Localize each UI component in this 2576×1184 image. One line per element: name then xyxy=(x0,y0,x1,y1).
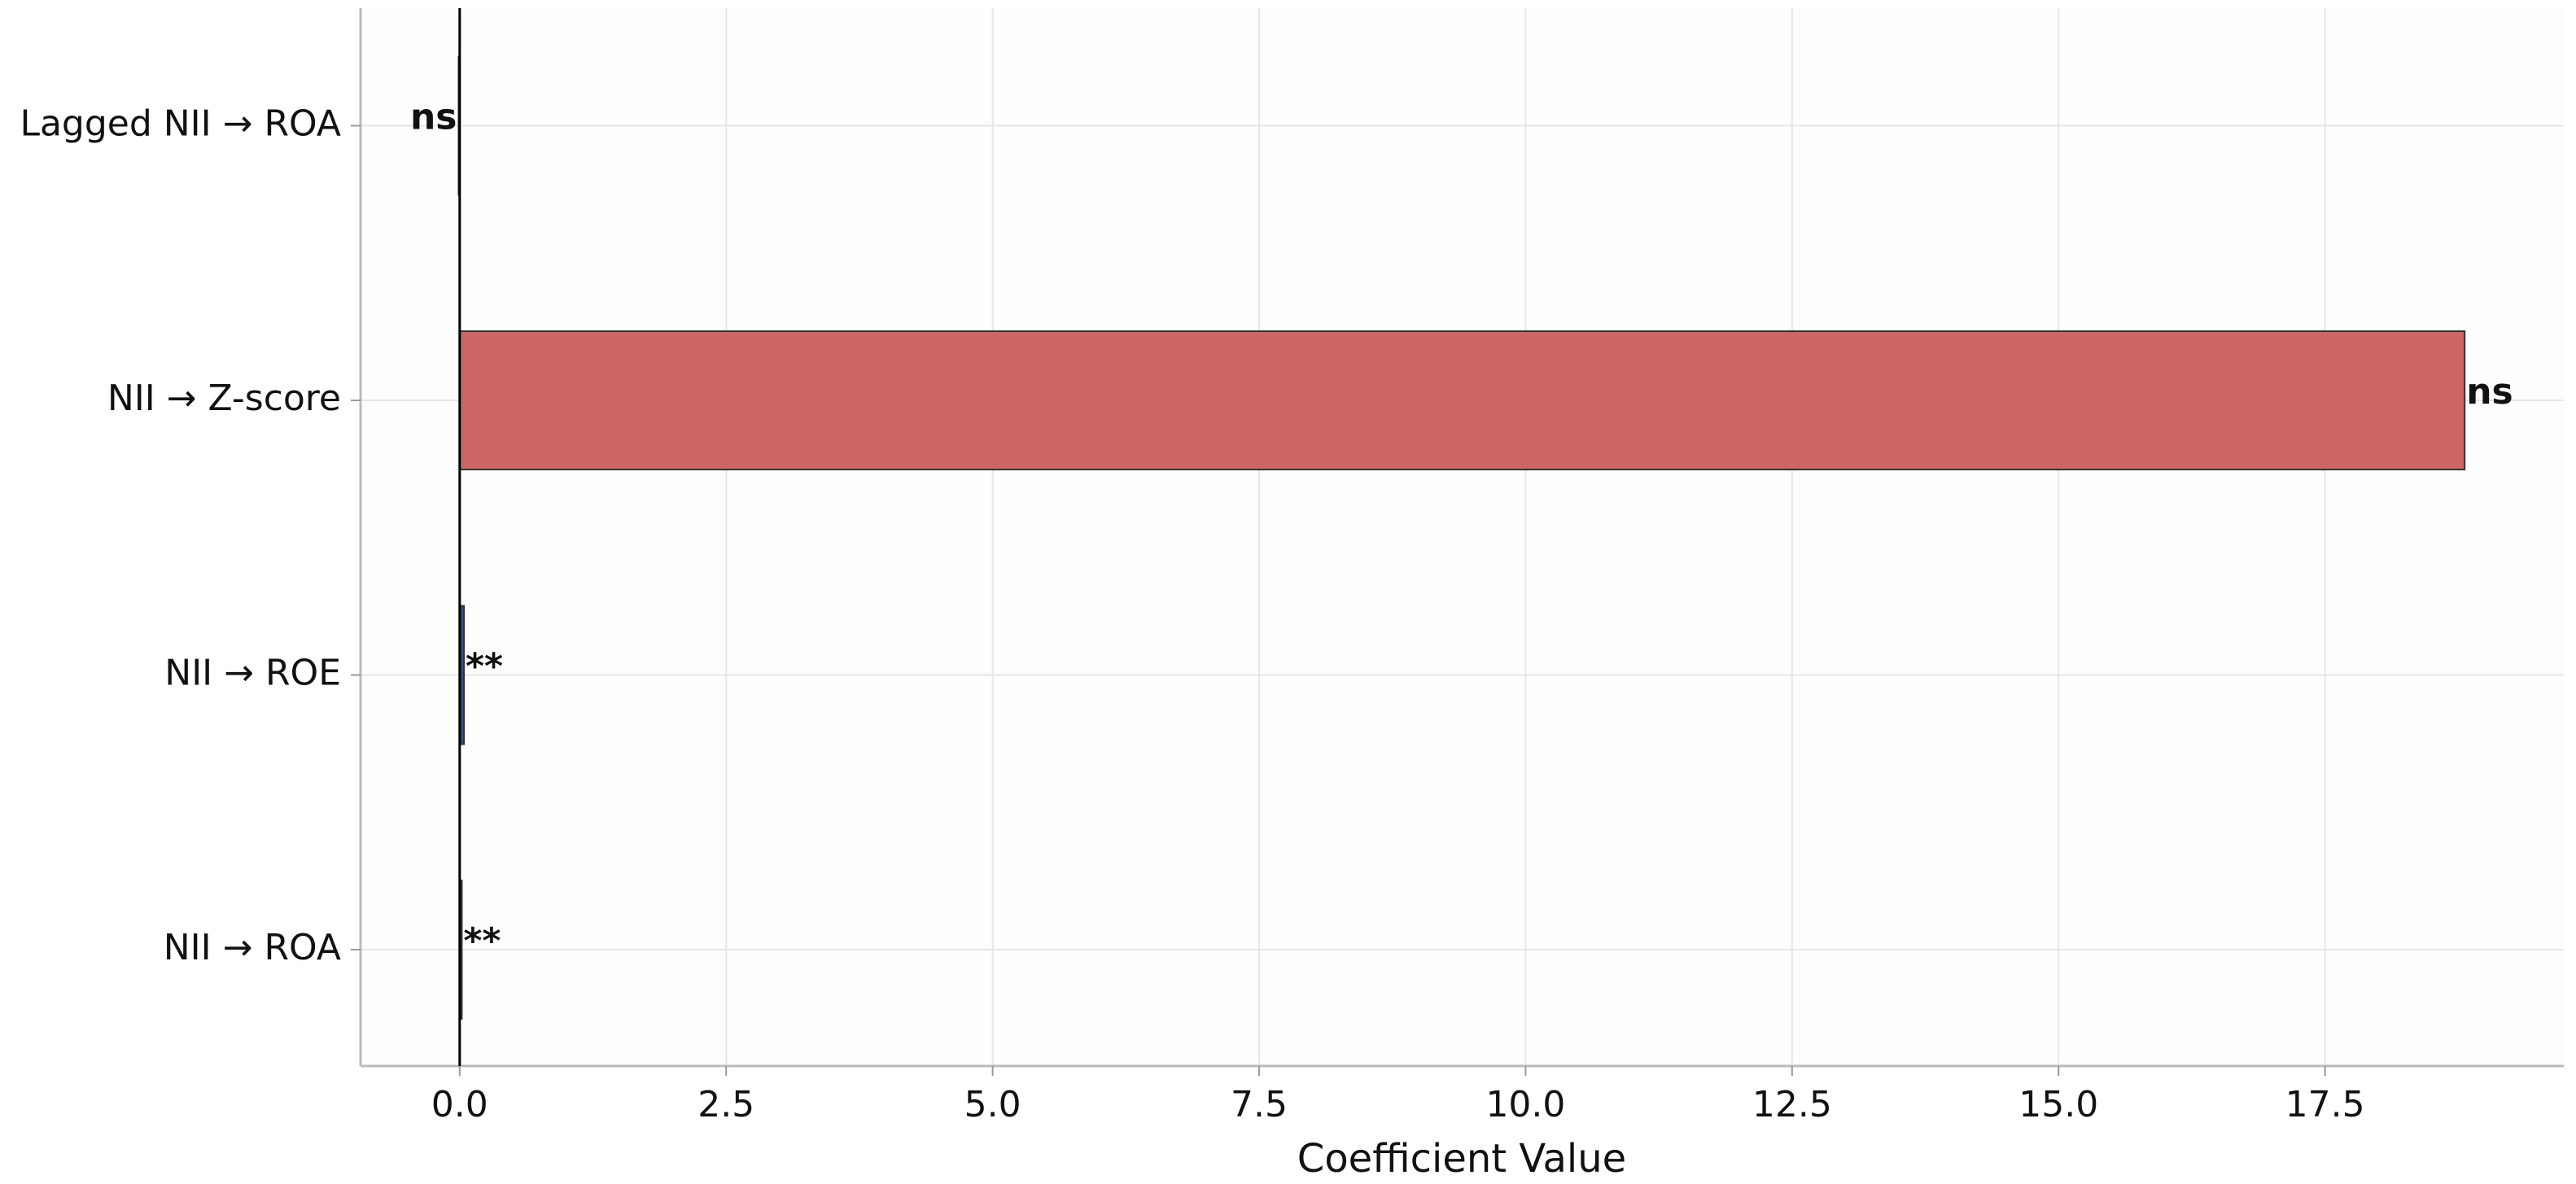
x-tick-label: 17.5 xyxy=(2285,1084,2365,1125)
x-tick-label: 10.0 xyxy=(1485,1084,1565,1125)
significance-label: ns xyxy=(2466,371,2513,413)
x-axis-label: Coefficient Value xyxy=(1297,1136,1626,1182)
y-tick-label: Lagged NII → ROA xyxy=(20,103,341,145)
plot-area xyxy=(361,8,2564,1066)
significance-label: ** xyxy=(466,646,503,688)
bar xyxy=(458,330,2466,470)
x-tick-label: 15.0 xyxy=(2018,1084,2098,1125)
y-tick-label: NII → ROA xyxy=(164,927,341,968)
x-tick-label: 0.0 xyxy=(431,1084,488,1125)
marks xyxy=(457,55,2466,1020)
significance-label: ** xyxy=(463,920,501,962)
x-tick-label: 7.5 xyxy=(1231,1084,1288,1125)
significance-label: ns xyxy=(410,97,457,138)
x-tick-label: 12.5 xyxy=(1752,1084,1832,1125)
y-tick-label: NII → Z-score xyxy=(107,378,341,419)
x-tick-label: 2.5 xyxy=(698,1084,754,1125)
x-tick-label: 5.0 xyxy=(964,1084,1021,1125)
y-tick-label: NII → ROE xyxy=(164,653,341,694)
